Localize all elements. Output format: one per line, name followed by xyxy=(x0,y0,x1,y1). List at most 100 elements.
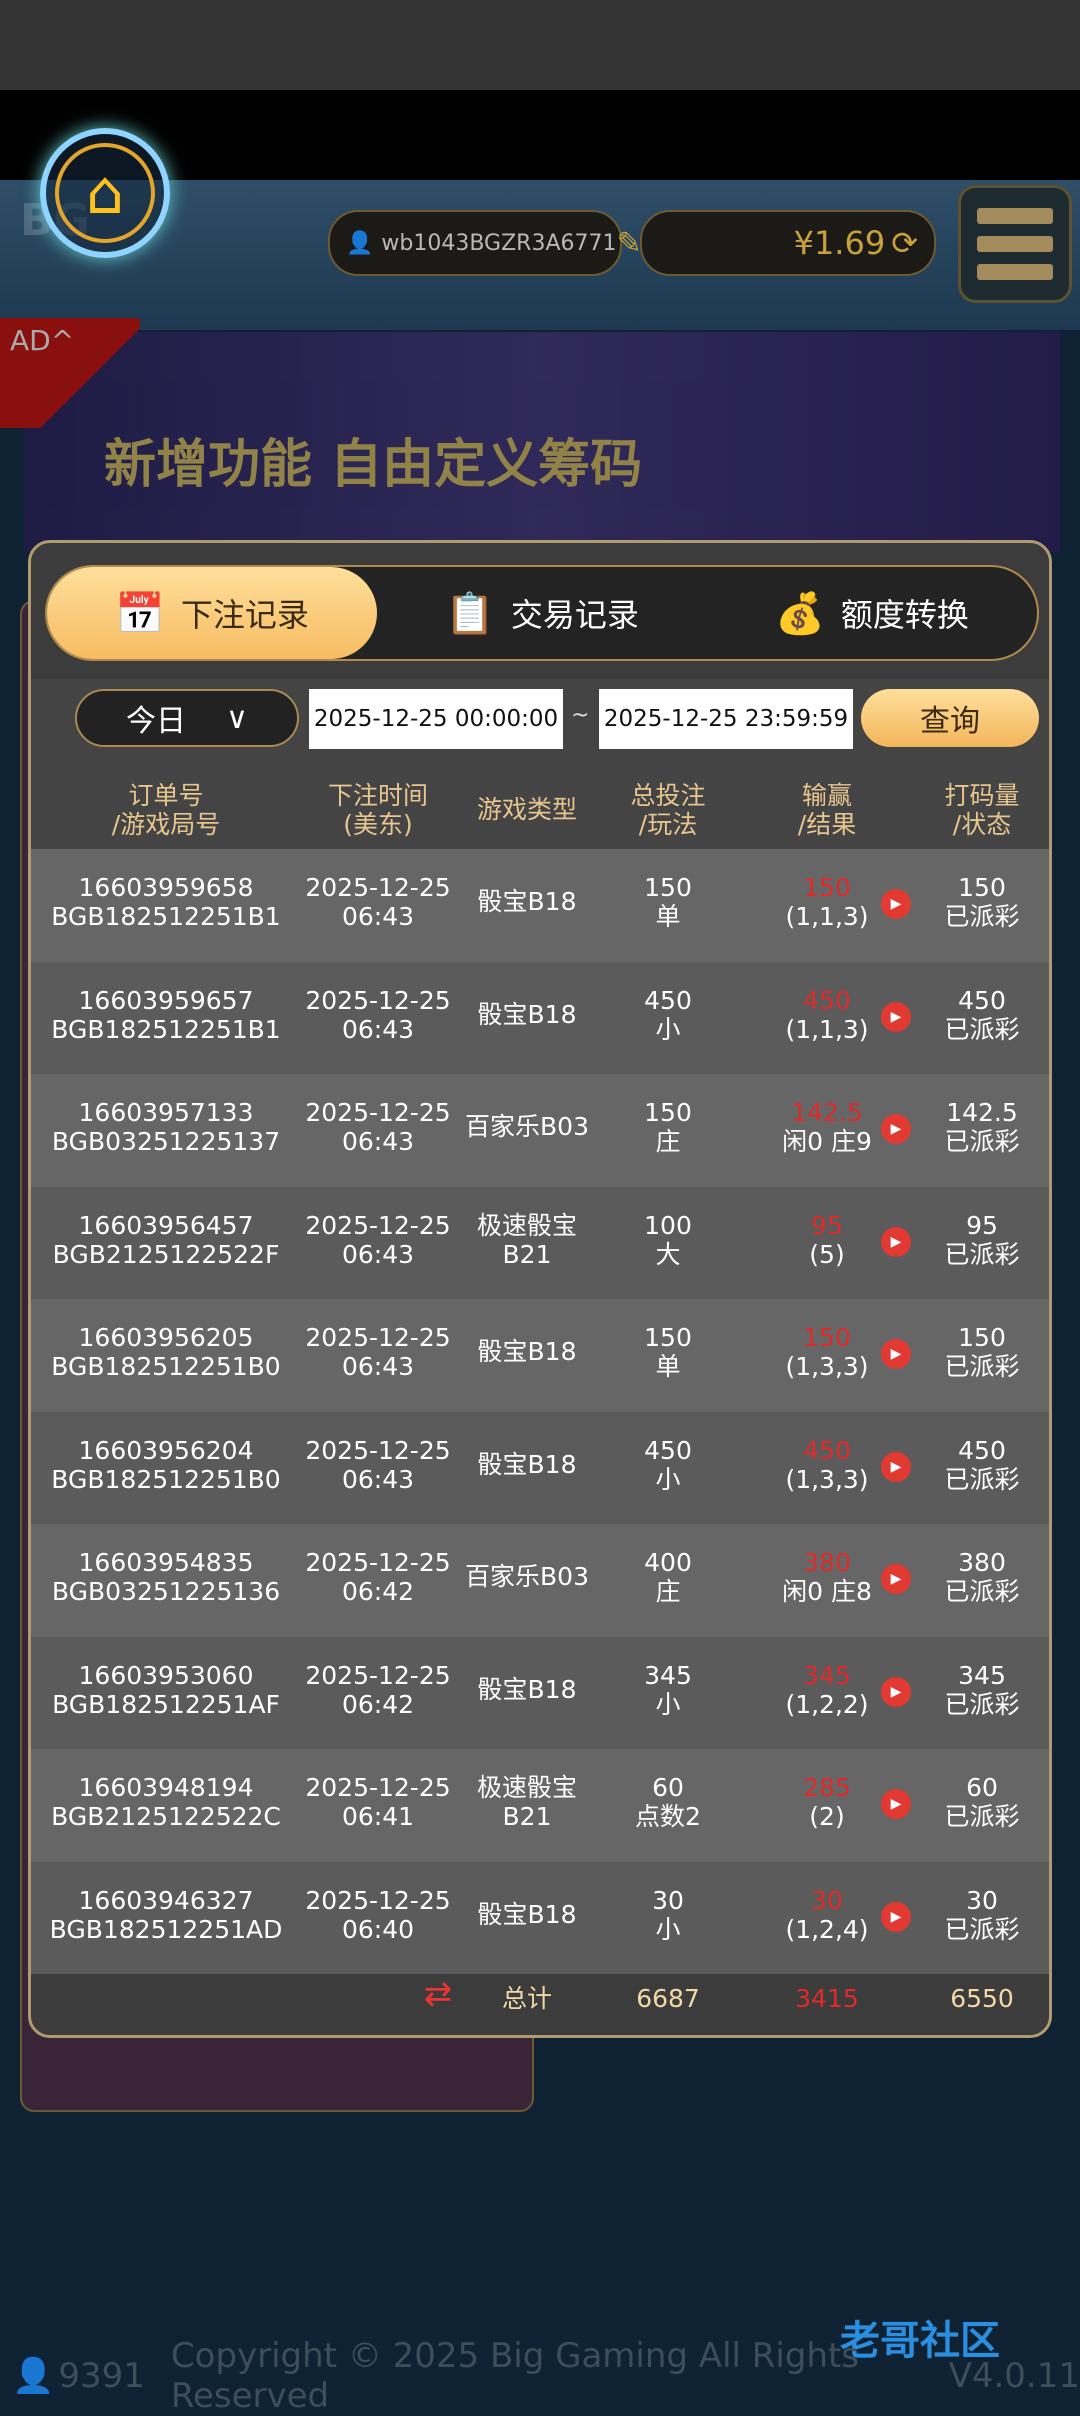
table-row[interactable]: 16603954835 BGB03251225136 2025-12-25 06:42… xyxy=(31,1524,1049,1637)
cell-order: 16603959658 xyxy=(78,873,254,902)
cell-date: 2025-12-25 xyxy=(305,1773,451,1802)
cell-game: 极速骰宝 xyxy=(476,1210,578,1240)
cell-status: 已派彩 xyxy=(944,1352,1020,1381)
date-separator: ~ xyxy=(571,703,590,728)
cell-bet: 150 xyxy=(644,873,692,902)
play-replay-icon[interactable]: ▶ xyxy=(881,1451,911,1482)
start-date-input[interactable]: 2025-12-25 00:00:00 xyxy=(309,689,563,749)
cell: 2025-12-25 06:43 xyxy=(305,986,450,1044)
cell: 16603948194 BGB2125122522C xyxy=(51,1773,281,1831)
cell-game2: B21 xyxy=(502,1239,552,1269)
cell: 16603946327 BGB182512251AD xyxy=(50,1886,283,1944)
total-row: ⇄ 总计 6687 3415 6550 xyxy=(31,1974,1049,2030)
cell-game: 骰宝B18 xyxy=(477,1899,577,1929)
table-row[interactable]: 16603946327 BGB182512251AD 2025-12-25 06:40… xyxy=(31,1861,1049,1974)
cell: 100 大 xyxy=(644,1211,692,1269)
home-button[interactable]: ⌂ xyxy=(40,128,170,258)
edit-icon[interactable]: ✎ xyxy=(616,225,642,261)
cell: 2025-12-25 06:42 xyxy=(305,1661,450,1719)
play-replay-icon[interactable]: ▶ xyxy=(881,1676,911,1707)
calendar-icon: 📅 xyxy=(115,590,165,637)
column-header: 下注时间 (美东) xyxy=(328,781,428,839)
cell-turnover: 95 xyxy=(966,1210,998,1240)
tab-bet-records[interactable]: 📅 下注记录 xyxy=(47,567,377,659)
tab-bar: 📅 下注记录 📋 交易记录 💰 额度转换 xyxy=(45,565,1039,661)
table-row[interactable]: 16603956457 BGB2125122522F 2025-12-25 06:43… xyxy=(31,1186,1049,1299)
column-header: 输赢/结果 xyxy=(798,781,856,839)
query-button[interactable]: 查询 xyxy=(861,689,1039,747)
watermark-logo: 老哥社区 xyxy=(840,2318,1000,2364)
cell: 16603953060 BGB182512251AF xyxy=(52,1661,280,1719)
cell-order: 16603948194 xyxy=(78,1773,254,1802)
user-icon: 👤 xyxy=(346,230,374,256)
play-replay-icon[interactable]: ▶ xyxy=(881,1564,911,1594)
cell: 骰宝B18 xyxy=(478,1450,577,1479)
column-header-line: /游戏局号 xyxy=(111,810,221,839)
play-replay-icon[interactable]: ▶ xyxy=(881,1901,911,1932)
cell-time: 06:43 xyxy=(341,1464,415,1494)
play-replay-icon[interactable]: ▶ xyxy=(881,1114,911,1144)
cell-turnover: 150 xyxy=(958,1323,1006,1352)
cell-bet: 450 xyxy=(644,985,692,1015)
cell-status: 已派彩 xyxy=(944,1239,1020,1269)
play-replay-icon[interactable]: ▶ xyxy=(881,1226,911,1257)
table-row[interactable]: 16603959658 BGB182512251B1 2025-12-25 06:43… xyxy=(31,849,1049,962)
range-dropdown[interactable]: 今日 ∨ xyxy=(75,689,299,747)
cell-round: BGB03251225136 xyxy=(51,1577,281,1606)
cell: 骰宝B18 xyxy=(478,1900,577,1929)
table-row[interactable]: 16603956205 BGB182512251B0 2025-12-25 06:43… xyxy=(31,1299,1049,1412)
footer: 👤 9391 Copyright © 2025 Big Gaming All R… xyxy=(0,2336,1080,2416)
cell-time: 06:43 xyxy=(341,902,415,931)
total-turnover: 6550 xyxy=(950,1984,1014,2013)
cell-turnover: 142.5 xyxy=(946,1098,1018,1127)
cell: 400 庄 xyxy=(644,1548,692,1606)
ad-toggle[interactable]: AD^ xyxy=(0,318,140,428)
cell-date: 2025-12-25 xyxy=(305,1885,451,1915)
cell: 60 已派彩 xyxy=(944,1773,1019,1831)
cell-bet: 450 xyxy=(644,1435,692,1465)
cell-play: 小 xyxy=(655,1464,681,1494)
cell-win: 345 xyxy=(803,1660,851,1690)
ad-banner[interactable]: 新增功能 自由定义筹码 xyxy=(24,332,1060,552)
username-pill[interactable]: 👤 wb1043BGZR3A6771 ✎ xyxy=(328,210,642,276)
cell-bet: 60 xyxy=(652,1773,684,1802)
cell-time: 06:42 xyxy=(341,1689,415,1719)
table-row[interactable]: 16603956204 BGB182512251B0 2025-12-25 06:43… xyxy=(31,1411,1049,1524)
cell-turnover: 450 xyxy=(958,985,1006,1015)
table-row[interactable]: 16603959657 BGB182512251B1 2025-12-25 06:43… xyxy=(31,961,1049,1074)
cell: 150 (1,1,3) xyxy=(785,873,868,931)
menu-button[interactable] xyxy=(958,185,1072,303)
cell: 百家乐B03 xyxy=(465,1112,589,1141)
table-row[interactable]: 16603948194 BGB2125122522C 2025-12-25 06:41… xyxy=(31,1749,1049,1862)
cell-turnover: 345 xyxy=(958,1660,1006,1690)
table-row[interactable]: 16603957133 BGB03251225137 2025-12-25 06:43… xyxy=(31,1074,1049,1187)
version: V4.0.11 xyxy=(948,2356,1080,2396)
cell-game: 骰宝B18 xyxy=(477,999,577,1029)
tab-transaction-records[interactable]: 📋 交易记录 xyxy=(377,567,707,659)
cell-bet: 345 xyxy=(644,1660,692,1690)
cell-turnover: 380 xyxy=(958,1548,1006,1577)
column-header-line: 输赢 xyxy=(801,781,852,810)
column-header-line: 订单号 xyxy=(128,781,204,810)
table-row[interactable]: 16603953060 BGB182512251AF 2025-12-25 06:42… xyxy=(31,1636,1049,1749)
play-replay-icon[interactable]: ▶ xyxy=(881,1339,911,1369)
cell-result: (1,2,2) xyxy=(785,1689,869,1719)
cell: 16603959658 BGB182512251B1 xyxy=(51,873,280,931)
tab-credit-transfer[interactable]: 💰 额度转换 xyxy=(707,567,1037,659)
cell: 345 已派彩 xyxy=(944,1661,1019,1719)
cell-round: BGB182512251B1 xyxy=(51,1014,281,1044)
cell-turnover: 450 xyxy=(958,1435,1006,1465)
cell-game: 极速骰宝 xyxy=(476,1773,578,1802)
cell-turnover: 60 xyxy=(966,1773,998,1802)
refresh-icon[interactable]: ⟳ xyxy=(891,224,918,262)
cell: 30 小 xyxy=(652,1886,684,1944)
cell-time: 06:43 xyxy=(341,1014,415,1044)
cell: 16603959657 BGB182512251B1 xyxy=(51,986,280,1044)
cell-date: 2025-12-25 xyxy=(305,1098,451,1127)
play-replay-icon[interactable]: ▶ xyxy=(881,1001,911,1032)
end-date-input[interactable]: 2025-12-25 23:59:59 xyxy=(599,689,853,749)
play-replay-icon[interactable]: ▶ xyxy=(881,1789,911,1819)
cell-status: 已派彩 xyxy=(944,1802,1020,1831)
play-replay-icon[interactable]: ▶ xyxy=(881,889,911,919)
cell-play: 单 xyxy=(655,1352,681,1381)
